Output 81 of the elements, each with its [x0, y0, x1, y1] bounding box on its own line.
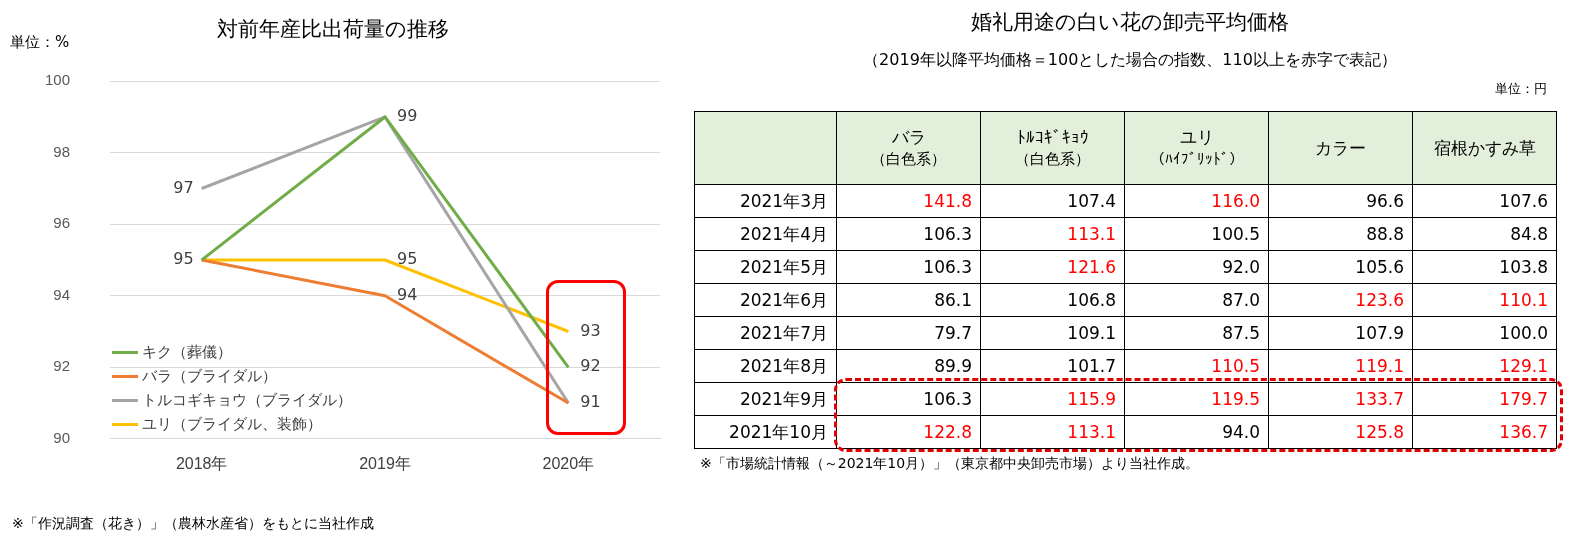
y-tick-label: 92	[53, 357, 71, 375]
data-label: 101.7	[980, 349, 1125, 383]
legend-label: バラ（ブライダル）	[142, 367, 278, 387]
data-label: 79.7	[836, 316, 981, 350]
data-label: 106.8	[980, 283, 1125, 317]
x-tick-label: ユリ（ﾊｲﾌﾞﾘｯﾄﾞ）	[1148, 126, 1245, 170]
y-axis-title: 単位：%	[10, 32, 70, 51]
data-label: 107.9	[1268, 316, 1413, 350]
data-label: 105.6	[1268, 250, 1413, 284]
x-tick-label: 宿根かすみ草	[1432, 137, 1537, 159]
data-label: 91	[580, 392, 601, 412]
chart-title: 婚礼用途の白い花の卸売平均価格	[970, 9, 1290, 36]
data-label: 92	[580, 356, 601, 376]
y-tick-label: 96	[53, 214, 71, 232]
data-label: 88.8	[1268, 217, 1413, 251]
y-tick-label: 2021年8月	[694, 349, 837, 383]
data-label: 136.7	[1412, 415, 1557, 449]
data-label: 107.6	[1412, 184, 1557, 218]
data-label: 103.8	[1412, 250, 1557, 284]
data-label: 89.9	[836, 349, 981, 383]
data-label: 106.3	[836, 217, 981, 251]
text: ※「市場統計情報（～2021年10月）」（東京都中央卸売市場）より当社作成。	[700, 455, 1200, 473]
data-label: 122.8	[836, 415, 981, 449]
legend-label: キク（葬儀）	[142, 343, 233, 363]
data-label: 100.0	[1412, 316, 1557, 350]
y-tick-label: 90	[53, 428, 71, 446]
x-tick-label: 2019年	[359, 454, 411, 472]
data-label: 94	[397, 284, 418, 304]
y-tick-label: 2021年5月	[694, 250, 837, 284]
legend-label: ユリ（ブライダル、装飾）	[142, 415, 323, 435]
data-label: 110.5	[1124, 349, 1269, 383]
data-label: 87.5	[1124, 316, 1269, 350]
y-tick-label: 2021年6月	[694, 283, 837, 317]
data-label: 121.6	[980, 250, 1125, 284]
data-label: 95	[173, 249, 194, 269]
data-label: 95	[397, 249, 418, 269]
data-label: 96.6	[1268, 184, 1413, 218]
x-tick-label: 2018年	[175, 454, 228, 472]
text: ※「作況調査（花き）」（農林水産省）をもとに当社作成	[12, 515, 374, 533]
data-label: 86.1	[836, 283, 981, 317]
x-tick-label: ﾄﾙｺｷﾞｷｮｳ（白色系）	[1014, 126, 1091, 170]
y-tick-label: 94	[53, 285, 71, 303]
data-label: 133.7	[1268, 382, 1413, 416]
chart-subtitle: （2019年以降平均価格＝100とした場合の指数、110以上を赤字で表記）	[862, 50, 1398, 71]
x-tick-label: 2020年	[542, 454, 595, 472]
data-label: 115.9	[980, 382, 1125, 416]
chart-title: 対前年産比出荷量の推移	[216, 17, 449, 42]
data-label: 116.0	[1124, 184, 1269, 218]
data-label: 125.8	[1268, 415, 1413, 449]
x-tick-label: バラ（白色系）	[870, 126, 947, 170]
data-label: 100.5	[1124, 217, 1269, 251]
data-label: 113.1	[980, 217, 1125, 251]
data-label: 113.1	[980, 415, 1125, 449]
data-label: 93	[580, 320, 601, 340]
y-tick-label: 2021年9月	[694, 382, 837, 416]
x-tick-label: カラー	[1314, 137, 1367, 159]
data-label: 123.6	[1268, 283, 1413, 317]
y-tick-label: 2021年7月	[694, 316, 837, 350]
data-label: 106.3	[836, 382, 981, 416]
data-label: 119.1	[1268, 349, 1413, 383]
data-label: 179.7	[1412, 382, 1557, 416]
legend-label: トルコギキョウ（ブライダル）	[142, 391, 353, 411]
y-tick-label: 100	[45, 71, 71, 89]
y-tick-label: 98	[53, 142, 71, 160]
y-tick-label: 2021年4月	[694, 217, 837, 251]
data-label: 107.4	[980, 184, 1125, 218]
data-label: 141.8	[836, 184, 981, 218]
data-label: 94.0	[1124, 415, 1269, 449]
data-label: 92.0	[1124, 250, 1269, 284]
data-label: 99	[397, 106, 418, 126]
data-label: 84.8	[1412, 217, 1557, 251]
y-tick-label: 2021年10月	[694, 415, 837, 449]
text: 単位：円	[1495, 80, 1547, 98]
data-label: 129.1	[1412, 349, 1557, 383]
data-label: 87.0	[1124, 283, 1269, 317]
data-label: 106.3	[836, 250, 981, 284]
data-label: 97	[173, 177, 194, 197]
data-label: 119.5	[1124, 382, 1269, 416]
y-tick-label: 2021年3月	[694, 184, 837, 218]
data-label: 110.1	[1412, 283, 1557, 317]
data-label: 109.1	[980, 316, 1125, 350]
